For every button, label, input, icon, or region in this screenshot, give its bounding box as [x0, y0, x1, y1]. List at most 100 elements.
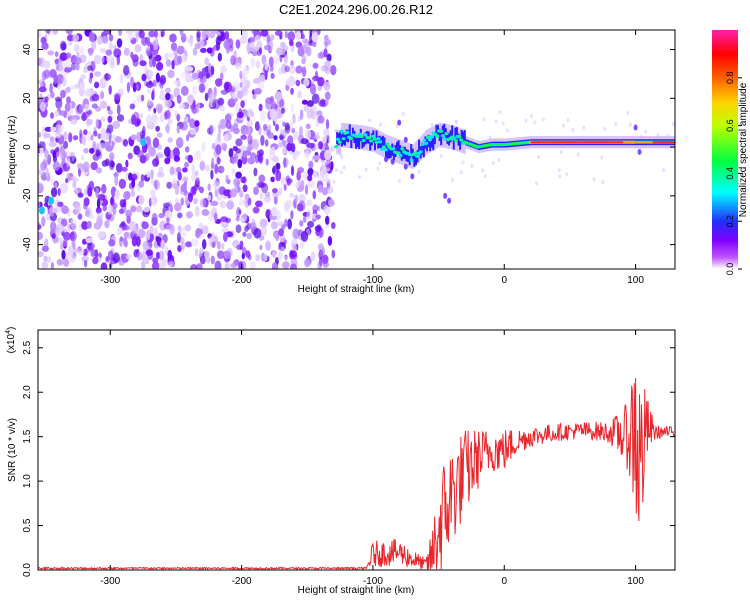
noise-cell: [50, 221, 57, 232]
noise-cell: [325, 99, 329, 106]
noise-cell: [269, 214, 273, 220]
noise-cell: [228, 148, 234, 158]
spectrogram-content: [38, 30, 675, 269]
noise-cell: [290, 87, 294, 95]
noise-cell: [199, 160, 206, 171]
noise-cell: [49, 136, 55, 143]
noise-cell: [95, 149, 101, 157]
noise-cell: [271, 206, 278, 217]
noise-cell: [133, 226, 138, 234]
noise-cell: [289, 64, 296, 75]
noise-cell: [82, 161, 90, 173]
noise-cell: [88, 31, 95, 42]
faint-cell: [537, 155, 541, 160]
noise-cell: [253, 186, 259, 196]
x-tick-label: -300: [100, 576, 120, 587]
noise-cell: [81, 255, 89, 263]
noise-cell: [165, 124, 170, 133]
noise-cell: [242, 67, 250, 75]
noise-cell: [83, 197, 90, 207]
noise-cell: [220, 166, 225, 172]
noise-highlight-cell: [38, 206, 45, 215]
noise-cell: [235, 138, 243, 147]
noise-cell: [136, 118, 142, 126]
signal-core-cell: [438, 128, 441, 141]
noise-cell: [159, 250, 165, 260]
signal-core-cell: [451, 125, 454, 138]
noise-cell: [288, 39, 294, 47]
noise-cell: [313, 170, 317, 179]
signal-core-cell: [443, 123, 446, 137]
faint-cell: [498, 110, 502, 115]
noise-cell: [43, 132, 51, 139]
figure-title: C2E1.2024.296.00.26.R12: [279, 2, 433, 17]
faint-cell: [565, 172, 569, 177]
noise-cell: [84, 103, 90, 112]
noise-cell: [130, 203, 137, 214]
noise-cell: [320, 171, 324, 177]
signal-core-cell: [386, 146, 389, 159]
noise-cell: [256, 40, 263, 50]
noise-cell: [204, 82, 209, 89]
noise-cell: [217, 132, 221, 142]
noise-cell: [59, 110, 68, 117]
noise-cell: [221, 142, 228, 151]
noise-cell: [108, 239, 116, 247]
noise-cell: [49, 206, 55, 217]
spectrogram-cells: [38, 30, 675, 269]
noise-cell: [224, 113, 232, 123]
noise-cell: [39, 146, 44, 154]
noise-cell: [100, 262, 108, 269]
signal-core-cell: [388, 146, 391, 159]
noise-cell: [95, 207, 102, 214]
noise-cell: [259, 244, 263, 251]
noise-cell: [66, 157, 71, 167]
noise-cell: [298, 200, 306, 212]
signal-peak-cell: [385, 142, 390, 146]
noise-cell: [81, 221, 88, 227]
faint-cell: [541, 117, 545, 122]
signal-max-cell: [623, 141, 626, 144]
noise-cell: [77, 213, 83, 220]
signal-peak-cell: [361, 138, 366, 143]
noise-cell: [41, 70, 47, 81]
noise-cell: [135, 83, 139, 91]
signal-core-cell: [408, 152, 411, 166]
noise-cell: [159, 113, 165, 123]
noise-cell: [67, 245, 74, 257]
noise-cell: [307, 179, 315, 188]
noise-cell: [326, 134, 330, 144]
noise-cell: [107, 205, 112, 215]
noise-cell: [290, 210, 294, 220]
noise-cell: [262, 123, 268, 131]
signal-peak-cell: [359, 134, 364, 139]
noise-cell: [257, 155, 262, 162]
y-tick-label: 2.5: [22, 340, 33, 354]
noise-cell: [206, 256, 211, 264]
signal-peak-cell: [438, 129, 443, 133]
signal-peak-cell: [415, 154, 420, 158]
signal-max-cell: [642, 141, 645, 144]
noise-cell: [165, 224, 173, 230]
noise-cell: [94, 81, 100, 89]
noise-cell: [329, 145, 336, 152]
noise-cell: [204, 92, 209, 102]
y-tick-label: 40: [22, 44, 33, 56]
signal-core-cell: [356, 134, 359, 148]
signal-max-cell: [646, 141, 649, 144]
noise-cell: [68, 254, 76, 263]
signal-peak-cell: [345, 130, 350, 134]
noise-cell: [319, 98, 327, 106]
noise-cell: [324, 41, 328, 48]
noise-cell: [127, 152, 133, 160]
noise-cell: [73, 56, 82, 65]
signal-max-cell: [640, 141, 643, 144]
faint-cell: [417, 169, 421, 174]
noise-cell: [198, 83, 206, 93]
noise-cell: [155, 125, 160, 132]
noise-cell: [254, 34, 261, 43]
noise-cell: [306, 109, 314, 119]
noise-cell: [100, 128, 106, 135]
noise-cell: [323, 204, 332, 215]
noise-cell: [135, 236, 141, 247]
